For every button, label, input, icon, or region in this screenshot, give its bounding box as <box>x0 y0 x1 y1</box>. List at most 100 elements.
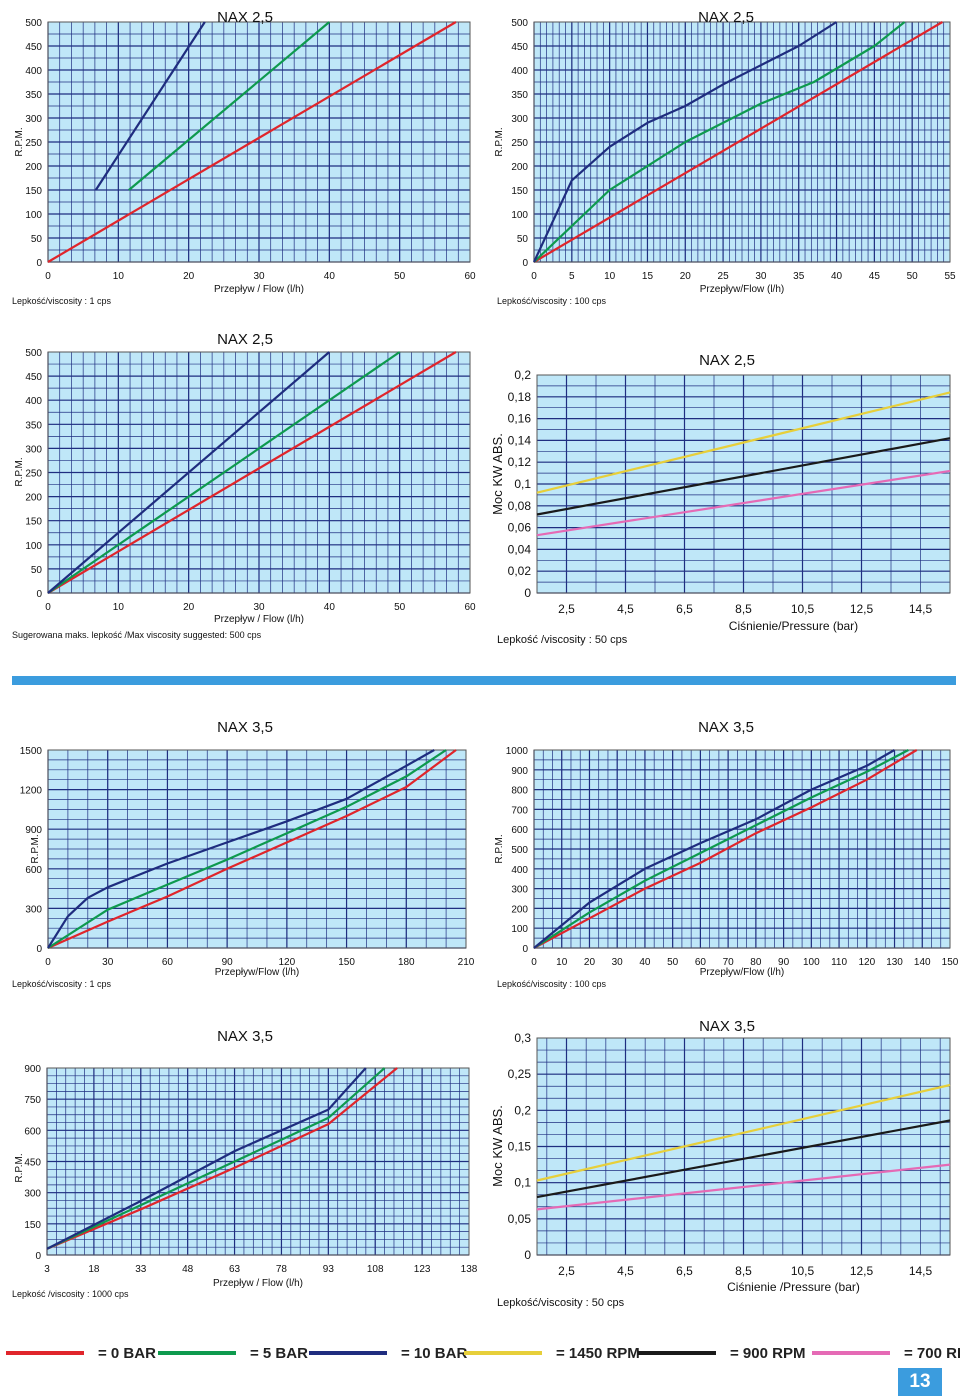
x-tick-label: 6,5 <box>676 1264 693 1278</box>
x-tick-label: 50 <box>907 271 919 282</box>
viscosity-note: Lepkość/viscosity : 1 cps <box>12 296 112 306</box>
x-tick-label: 6,5 <box>676 602 693 616</box>
legend-item-5-bar: = 5 BAR <box>158 1338 308 1368</box>
x-tick-label: 15 <box>642 271 654 282</box>
y-tick-label: 200 <box>25 162 42 173</box>
y-tick-label: 0,05 <box>508 1212 532 1226</box>
y-tick-label: 0,25 <box>508 1067 532 1081</box>
series-line-10-bar <box>47 749 435 949</box>
x-tick-label: 20 <box>680 271 692 282</box>
y-axis-label: Moc KW ABS. <box>490 1105 505 1187</box>
series-line-0-bar <box>47 351 457 594</box>
section-divider <box>12 676 956 685</box>
y-tick-label: 0 <box>524 586 531 600</box>
y-tick-label: 400 <box>511 865 528 876</box>
series-line-10-bar <box>47 351 331 594</box>
y-tick-label: 600 <box>25 865 42 876</box>
plot-frame <box>46 1067 470 1256</box>
x-tick-label: 138 <box>461 1264 478 1275</box>
x-tick-label: 90 <box>222 957 234 968</box>
y-axis-label: R.P.M. <box>494 834 505 863</box>
y-tick-label: 0,1 <box>514 477 531 491</box>
legend-label-0-bar: = 0 BAR <box>98 1344 156 1362</box>
y-tick-label: 300 <box>511 885 528 896</box>
viscosity-note: Lepkość/viscosity : 100 cps <box>497 979 607 989</box>
x-tick-label: 60 <box>464 271 476 282</box>
y-tick-label: 200 <box>511 904 528 915</box>
legend-label-700-rpm: = 700 RPM <box>904 1344 960 1362</box>
x-tick-label: 10,5 <box>791 1264 815 1278</box>
y-tick-label: 400 <box>25 66 42 77</box>
x-tick-label: 140 <box>914 957 931 968</box>
x-axis-label: Przepływ / Flow (l/h) <box>214 614 304 625</box>
y-tick-label: 350 <box>25 420 42 431</box>
y-tick-label: 400 <box>25 396 42 407</box>
plot-frame <box>536 374 951 594</box>
y-tick-label: 150 <box>511 186 528 197</box>
y-tick-label: 300 <box>511 114 528 125</box>
x-tick-label: 55 <box>944 271 956 282</box>
chart-nax25-visc500: 0 10 20 30 40 50 60 0 50 100 150 200 250 300 350 400 450… <box>12 331 476 640</box>
x-axis-label: Przepływ / Flow (l/h) <box>213 1278 303 1289</box>
x-tick-label: 180 <box>398 957 415 968</box>
x-tick-label: 108 <box>367 1264 384 1275</box>
series-line-5-bar <box>533 21 906 263</box>
y-tick-label: 100 <box>511 210 528 221</box>
x-tick-label: 80 <box>750 957 762 968</box>
legend-swatch-1450-rpm <box>464 1351 542 1355</box>
x-tick-label: 50 <box>394 602 406 613</box>
y-tick-label: 250 <box>25 138 42 149</box>
y-tick-label: 150 <box>24 1220 41 1231</box>
y-tick-label: 0,16 <box>508 412 532 426</box>
x-tick-label: 0 <box>531 271 537 282</box>
y-tick-label: 800 <box>511 786 528 797</box>
y-tick-label: 1500 <box>20 746 43 757</box>
y-tick-label: 500 <box>25 348 42 359</box>
x-axis-label: Przepływ/Flow (l/h) <box>215 967 299 978</box>
x-tick-label: 40 <box>831 271 843 282</box>
x-tick-label: 33 <box>135 1264 147 1275</box>
y-tick-label: 600 <box>24 1126 41 1137</box>
chart-nax35-visc100: 0 10 20 30 40 50 60 70 80 90 100 110 120 130 140 150 0 10… <box>494 719 959 989</box>
series-line-900-rpm <box>536 437 951 516</box>
series-line-0-bar <box>533 749 918 949</box>
y-axis-label: R.P.M. <box>494 127 505 156</box>
legend-item-900-rpm: = 900 RPM <box>638 1338 805 1368</box>
x-tick-label: 10 <box>604 271 616 282</box>
y-tick-label: 0,08 <box>508 499 532 513</box>
legend-swatch-0-bar <box>6 1351 84 1355</box>
legend-item-0-bar: = 0 BAR <box>6 1338 156 1368</box>
legend-label-1450-rpm: = 1450 RPM <box>556 1344 640 1362</box>
y-axis-label: R.P.M. <box>14 1153 25 1182</box>
y-tick-label: 50 <box>31 565 43 576</box>
x-tick-label: 35 <box>793 271 805 282</box>
x-tick-label: 0 <box>45 602 51 613</box>
x-axis-label: Przepływ / Flow (l/h) <box>214 284 304 295</box>
y-tick-label: 350 <box>511 90 528 101</box>
x-tick-label: 30 <box>755 271 767 282</box>
y-tick-label: 500 <box>511 845 528 856</box>
legend-swatch-900-rpm <box>638 1351 716 1355</box>
series-line-5-bar <box>47 351 401 594</box>
y-tick-label: 450 <box>511 42 528 53</box>
x-tick-label: 150 <box>942 957 959 968</box>
x-tick-label: 8,5 <box>735 602 752 616</box>
series-line-10-bar <box>94 21 206 191</box>
x-axis-label: Ciśnienie /Pressure (bar) <box>727 1280 860 1294</box>
x-tick-label: 10 <box>113 602 125 613</box>
y-tick-label: 450 <box>25 42 42 53</box>
x-tick-label: 8,5 <box>735 1264 752 1278</box>
y-tick-label: 0,02 <box>508 564 532 578</box>
x-tick-label: 70 <box>723 957 735 968</box>
y-tick-label: 250 <box>511 138 528 149</box>
viscosity-note: Lepkość/viscosity : 1 cps <box>12 979 112 989</box>
x-axis-label: Ciśnienie/Pressure (bar) <box>729 619 858 633</box>
x-tick-label: 0 <box>45 271 51 282</box>
x-tick-label: 210 <box>458 957 475 968</box>
x-tick-label: 100 <box>803 957 820 968</box>
x-tick-label: 30 <box>253 602 265 613</box>
y-tick-label: 300 <box>25 114 42 125</box>
x-tick-label: 123 <box>414 1264 431 1275</box>
y-tick-label: 100 <box>25 541 42 552</box>
legend: = 0 BAR = 5 BAR = 10 BAR = 1450 RPM = 90… <box>0 1338 960 1368</box>
